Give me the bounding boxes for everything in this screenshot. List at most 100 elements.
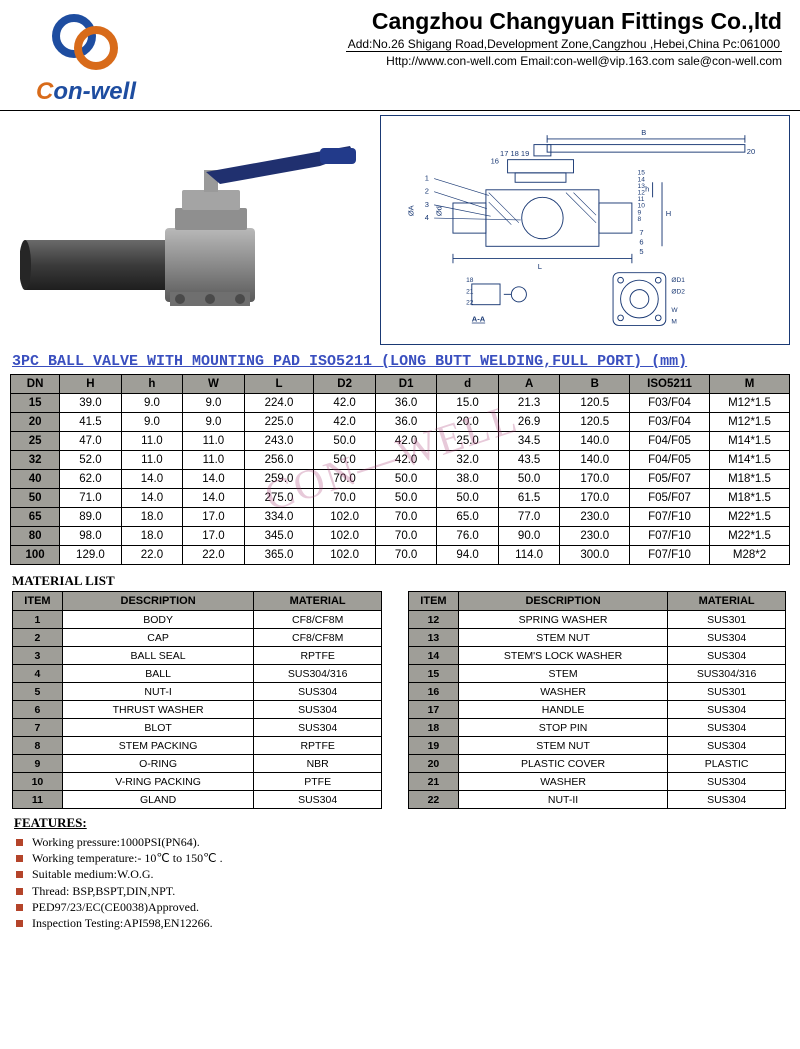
svg-text:18: 18 (466, 277, 474, 284)
table-row: 1539.09.09.0224.042.036.015.021.3120.5F0… (11, 394, 790, 413)
table-row: 3252.011.011.0256.050.042.032.043.5140.0… (11, 451, 790, 470)
table-row: 4BALLSUS304/316 (13, 665, 382, 683)
company-contacts: Http://www.con-well.com Email:con-well@v… (166, 54, 782, 68)
mat-col-header: ITEM (409, 592, 459, 611)
table-row: 13STEM NUTSUS304 (409, 629, 786, 647)
table-row: 6THRUST WASHERSUS304 (13, 701, 382, 719)
mat-col-header: DESCRIPTION (62, 592, 253, 611)
table-row: 17HANDLESUS304 (409, 701, 786, 719)
svg-text:H: H (666, 209, 671, 218)
product-title: 3PC BALL VALVE WITH MOUNTING PAD ISO5211… (0, 351, 800, 374)
svg-text:h: h (645, 184, 649, 193)
dim-col-header: H (60, 375, 122, 394)
dim-col-header: A (498, 375, 560, 394)
svg-text:16: 16 (491, 156, 499, 165)
table-row: 14STEM'S LOCK WASHERSUS304 (409, 647, 786, 665)
svg-text:8: 8 (638, 216, 642, 223)
material-table-left: ITEMDESCRIPTIONMATERIAL1BODYCF8/CF8M2CAP… (12, 591, 382, 809)
table-row: 12SPRING WASHERSUS301 (409, 611, 786, 629)
product-photo (10, 115, 370, 345)
svg-text:7: 7 (640, 228, 644, 237)
company-name: Cangzhou Changyuan Fittings Co.,ltd (166, 8, 782, 35)
dim-col-header: D1 (375, 375, 437, 394)
svg-text:21: 21 (466, 288, 474, 295)
table-row: 6589.018.017.0334.0102.070.065.077.0230.… (11, 508, 790, 527)
table-row: 11GLANDSUS304 (13, 791, 382, 809)
table-row: 15STEMSUS304/316 (409, 665, 786, 683)
table-row: 2CAPCF8/CF8M (13, 629, 382, 647)
table-row: 19STEM NUTSUS304 (409, 737, 786, 755)
table-row: 7BLOTSUS304 (13, 719, 382, 737)
svg-text:22: 22 (466, 299, 474, 306)
dim-col-header: d (437, 375, 499, 394)
company-info: Cangzhou Changyuan Fittings Co.,ltd Add:… (166, 8, 790, 106)
table-row: 10V-RING PACKINGPTFE (13, 773, 382, 791)
technical-drawing: B L (380, 115, 790, 345)
table-row: 3BALL SEALRPTFE (13, 647, 382, 665)
dim-col-header: L (244, 375, 314, 394)
material-list-title: MATERIAL LIST (0, 565, 800, 591)
feature-item: Thread: BSP,BSPT,DIN,NPT. (14, 883, 786, 899)
engineering-diagram-icon: B L (391, 122, 779, 339)
svg-text:4: 4 (425, 213, 429, 222)
table-row: 18STOP PINSUS304 (409, 719, 786, 737)
material-tables: ITEMDESCRIPTIONMATERIAL1BODYCF8/CF8M2CAP… (0, 591, 800, 809)
dim-col-header: ISO5211 (630, 375, 710, 394)
table-row: 2547.011.011.0243.050.042.025.034.5140.0… (11, 432, 790, 451)
dim-col-header: B (560, 375, 630, 394)
svg-text:W: W (672, 307, 679, 314)
svg-text:Ød: Ød (435, 206, 444, 216)
features-title: FEATURES: (14, 815, 786, 831)
mat-col-header: MATERIAL (254, 592, 382, 611)
feature-item: Suitable medium:W.O.G. (14, 866, 786, 882)
table-row: 5071.014.014.0275.070.050.050.061.5170.0… (11, 489, 790, 508)
table-row: 8STEM PACKINGRPTFE (13, 737, 382, 755)
dim-col-header: D2 (314, 375, 376, 394)
table-row: 1BODYCF8/CF8M (13, 611, 382, 629)
logo-wordmark: Con-well (36, 78, 136, 106)
dimensions-table-wrap: DNHhWLD2D1dABISO5211M1539.09.09.0224.042… (0, 374, 800, 565)
dim-col-header: M (710, 375, 790, 394)
feature-item: Working pressure:1000PSI(PN64). (14, 834, 786, 850)
svg-text:17 18 19: 17 18 19 (500, 149, 529, 158)
table-row: 5NUT-ISUS304 (13, 683, 382, 701)
svg-text:A-A: A-A (472, 314, 486, 323)
svg-text:B: B (642, 128, 647, 137)
table-row: 20PLASTIC COVERPLASTIC (409, 755, 786, 773)
dimensions-table: DNHhWLD2D1dABISO5211M1539.09.09.0224.042… (10, 374, 790, 565)
table-row: 2041.59.09.0225.042.036.020.026.9120.5F0… (11, 413, 790, 432)
table-row: 22NUT-IISUS304 (409, 791, 786, 809)
mat-col-header: DESCRIPTION (458, 592, 667, 611)
svg-text:5: 5 (640, 247, 644, 256)
feature-item: Inspection Testing:API598,EN12266. (14, 915, 786, 931)
svg-text:20: 20 (747, 147, 755, 156)
dim-col-header: DN (11, 375, 60, 394)
table-row: 8098.018.017.0345.0102.070.076.090.0230.… (11, 527, 790, 546)
table-row: 16WASHERSUS301 (409, 683, 786, 701)
feature-item: PED97/23/EC(CE0038)Approved. (14, 899, 786, 915)
svg-text:M: M (672, 318, 677, 325)
page-header: Con-well Cangzhou Changyuan Fittings Co.… (0, 0, 800, 111)
company-address: Add:No.26 Shigang Road,Development Zone,… (346, 37, 782, 52)
svg-text:ØD1: ØD1 (672, 277, 686, 284)
svg-text:6: 6 (640, 237, 644, 246)
feature-item: Working temperature:- 10℃ to 150℃ . (14, 850, 786, 866)
mat-col-header: MATERIAL (668, 592, 786, 611)
dim-col-header: h (121, 375, 183, 394)
dim-col-header: W (183, 375, 245, 394)
svg-text:ØD2: ØD2 (672, 288, 686, 295)
hero-section: B L (0, 115, 800, 351)
table-row: 100129.022.022.0365.0102.070.094.0114.03… (11, 546, 790, 565)
svg-text:2: 2 (425, 186, 429, 195)
svg-text:L: L (538, 262, 542, 271)
logo: Con-well (6, 8, 166, 106)
svg-text:1: 1 (425, 173, 429, 182)
table-row: 4062.014.014.0259.070.050.038.050.0170.0… (11, 470, 790, 489)
features-section: FEATURES: Working pressure:1000PSI(PN64)… (0, 809, 800, 941)
svg-text:ØA: ØA (407, 205, 416, 216)
material-table-right: ITEMDESCRIPTIONMATERIAL12SPRING WASHERSU… (408, 591, 786, 809)
svg-text:3: 3 (425, 199, 429, 208)
features-list: Working pressure:1000PSI(PN64).Working t… (14, 834, 786, 931)
mat-col-header: ITEM (13, 592, 63, 611)
table-row: 21WASHERSUS304 (409, 773, 786, 791)
